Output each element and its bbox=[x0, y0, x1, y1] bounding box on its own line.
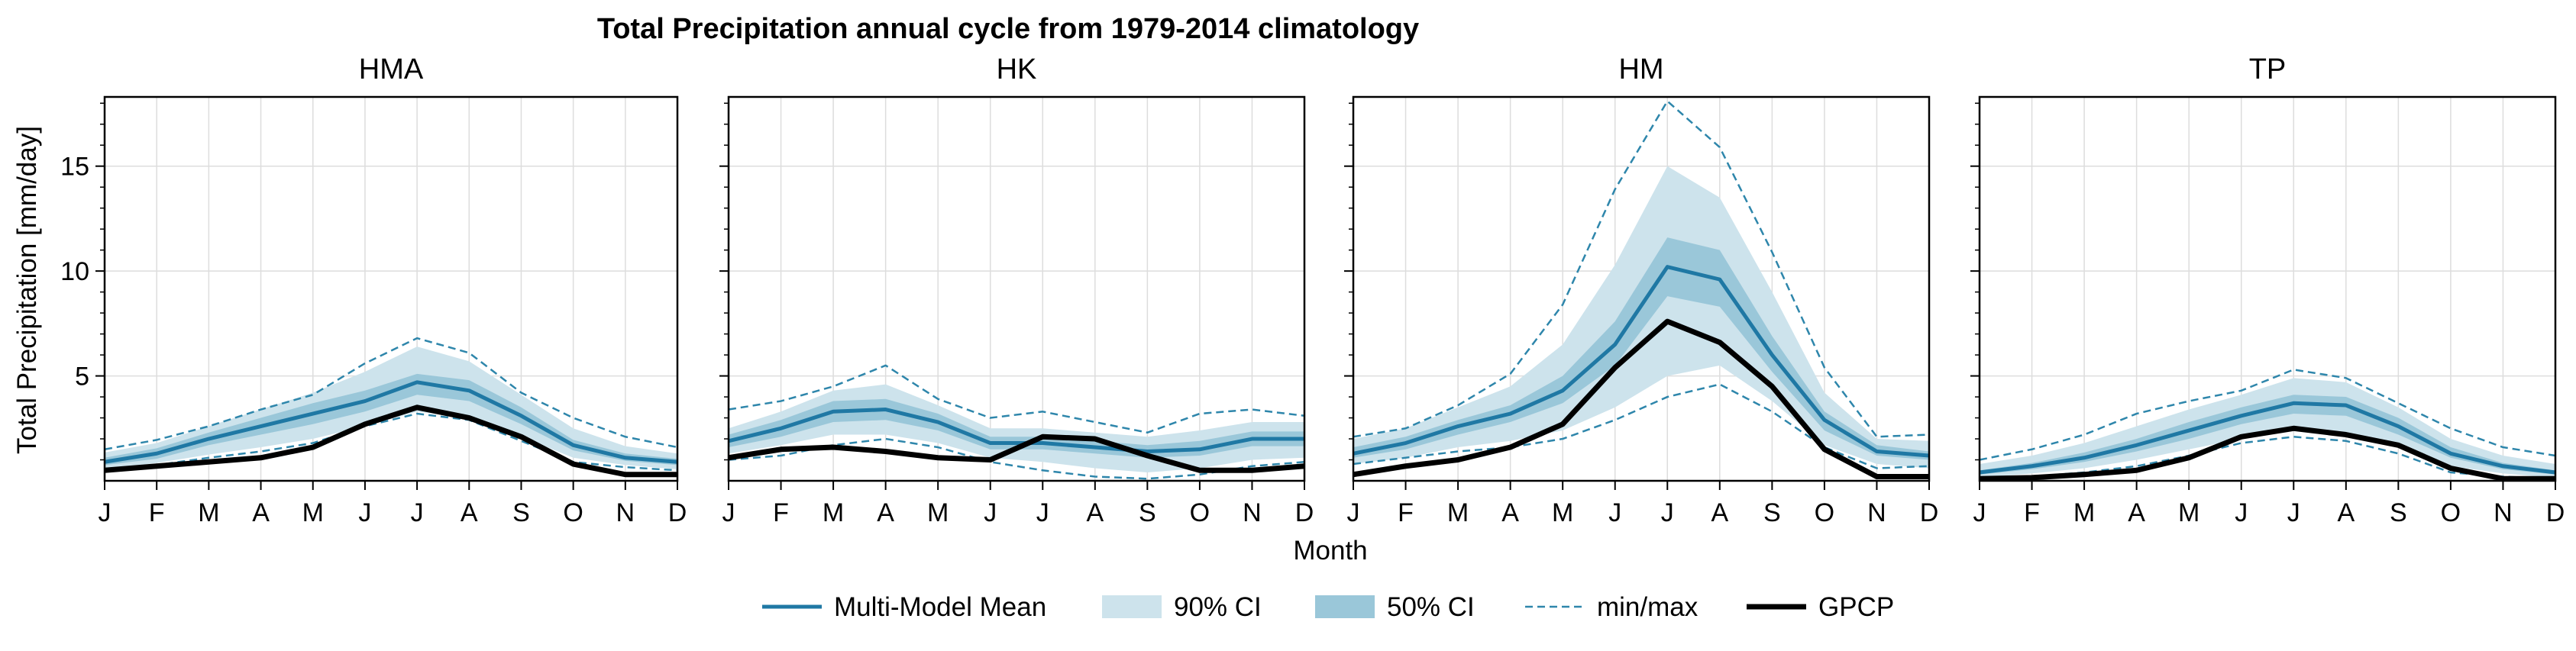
x-tick-label: M bbox=[1552, 498, 1573, 527]
x-tick-label: N bbox=[2494, 498, 2513, 527]
x-tick-label: J bbox=[2287, 498, 2300, 527]
x-tick-label: J bbox=[1661, 498, 1674, 527]
x-tick-label: S bbox=[512, 498, 530, 527]
gpcp-line bbox=[104, 404, 677, 478]
x-tick-label: O bbox=[563, 498, 583, 527]
x-tick-label: N bbox=[1867, 498, 1886, 527]
x-tick-label: J bbox=[99, 498, 112, 527]
legend-gpcp: GPCP bbox=[1747, 592, 1894, 622]
panel-title: TP bbox=[2249, 53, 2287, 85]
x-tick-label: J bbox=[1036, 498, 1049, 527]
x-tick-label: J bbox=[1347, 498, 1360, 527]
x-tick-label: D bbox=[1920, 498, 1939, 527]
legend-swatch bbox=[1102, 595, 1162, 618]
x-tick-label: F bbox=[773, 498, 789, 527]
x-tick-label: O bbox=[2441, 498, 2461, 527]
mean-line bbox=[1353, 265, 1930, 458]
axes-frame bbox=[1352, 95, 1931, 482]
x-tick-label: S bbox=[2390, 498, 2407, 527]
max-line bbox=[1979, 369, 2556, 461]
ci50-band bbox=[1353, 237, 1929, 460]
legend-label: 50% CI bbox=[1387, 592, 1475, 622]
x-tick-label: S bbox=[1763, 498, 1781, 527]
panel-hk: J F M A M J J A S O N D HK bbox=[719, 53, 1314, 527]
x-tick-label: J bbox=[1608, 498, 1621, 527]
ci50-band bbox=[729, 398, 1304, 458]
legend-swatch bbox=[1315, 595, 1375, 618]
panel-hm: J F M A M J J A S O N D HM bbox=[1344, 53, 1938, 527]
x-tick-label: J bbox=[1973, 498, 1986, 527]
x-tick-label: M bbox=[823, 498, 844, 527]
gpcp-line bbox=[728, 433, 1305, 473]
x-tick-label: A bbox=[2337, 498, 2355, 527]
legend-label: min/max bbox=[1597, 592, 1698, 622]
min-line bbox=[1353, 383, 1930, 469]
y-tick-label: 5 bbox=[75, 363, 89, 392]
max-line bbox=[104, 337, 678, 451]
panel-title: HM bbox=[1618, 53, 1663, 85]
chart-title: Total Precipitation annual cycle from 19… bbox=[597, 13, 1419, 45]
x-tick-label: F bbox=[149, 498, 165, 527]
x-tick-label: S bbox=[1139, 498, 1156, 527]
x-tick-label: A bbox=[1501, 498, 1519, 527]
axes-frame bbox=[727, 95, 1306, 482]
x-tick-label: N bbox=[1243, 498, 1262, 527]
mean-line bbox=[1979, 401, 2556, 475]
y-tick-label: 15 bbox=[60, 153, 89, 182]
legend-ci50: 50% CI bbox=[1315, 592, 1475, 622]
y-tick-label: 10 bbox=[60, 257, 89, 286]
x-tick-label: M bbox=[198, 498, 219, 527]
x-tick-label: N bbox=[616, 498, 635, 527]
legend: Multi-Model Mean 90% CI 50% CI min/max GPCP bbox=[762, 592, 1894, 622]
panel-tp: J F M A M J J A S O N D TP bbox=[1970, 53, 2565, 527]
axes-frame bbox=[103, 95, 679, 482]
x-tick-label: A bbox=[461, 498, 478, 527]
legend-mean: Multi-Model Mean bbox=[762, 592, 1046, 622]
x-tick-label: A bbox=[1086, 498, 1104, 527]
x-tick-label: J bbox=[411, 498, 424, 527]
x-tick-label: O bbox=[1190, 498, 1210, 527]
x-tick-label: M bbox=[927, 498, 949, 527]
x-tick-label: M bbox=[2073, 498, 2095, 527]
x-tick-label: M bbox=[302, 498, 324, 527]
x-tick-label: A bbox=[877, 498, 894, 527]
x-tick-label: D bbox=[668, 498, 687, 527]
panel-title: HMA bbox=[359, 53, 424, 85]
axes-frame bbox=[1978, 95, 2557, 482]
x-tick-label: F bbox=[1398, 498, 1414, 527]
x-tick-label: A bbox=[2128, 498, 2145, 527]
legend-label: 90% CI bbox=[1174, 592, 1262, 622]
ci90-band bbox=[105, 346, 677, 469]
x-tick-label: J bbox=[358, 498, 371, 527]
ci90-band bbox=[729, 384, 1304, 473]
min-line bbox=[104, 412, 678, 472]
gpcp-line bbox=[1353, 318, 1929, 480]
x-tick-label: J bbox=[722, 498, 735, 527]
max-line bbox=[728, 364, 1305, 434]
x-tick-label: O bbox=[1815, 498, 1834, 527]
x-axis-label: Month bbox=[1293, 536, 1367, 566]
x-tick-label: J bbox=[984, 498, 997, 527]
x-tick-label: A bbox=[1711, 498, 1728, 527]
legend-minmax: min/max bbox=[1525, 592, 1698, 622]
x-tick-label: A bbox=[252, 498, 270, 527]
x-tick-label: M bbox=[2178, 498, 2199, 527]
x-tick-label: J bbox=[2235, 498, 2248, 527]
y-axis-label: Total Precipitation [mm/day] bbox=[12, 126, 42, 454]
x-tick-label: D bbox=[2546, 498, 2565, 527]
legend-label: Multi-Model Mean bbox=[834, 592, 1046, 622]
gpcp-line bbox=[1979, 425, 2555, 482]
x-tick-label: M bbox=[1447, 498, 1469, 527]
mean-line bbox=[728, 408, 1304, 454]
panel-title: HK bbox=[997, 53, 1037, 85]
x-tick-label: F bbox=[2024, 498, 2040, 527]
max-line bbox=[1353, 100, 1930, 438]
legend-label: GPCP bbox=[1818, 592, 1894, 622]
x-tick-label: D bbox=[1295, 498, 1314, 527]
legend-ci90: 90% CI bbox=[1102, 592, 1262, 622]
panel-hma: J F M A M J J A S O N D 5 10 15 HMA bbox=[60, 53, 687, 527]
mean-line bbox=[104, 380, 678, 464]
